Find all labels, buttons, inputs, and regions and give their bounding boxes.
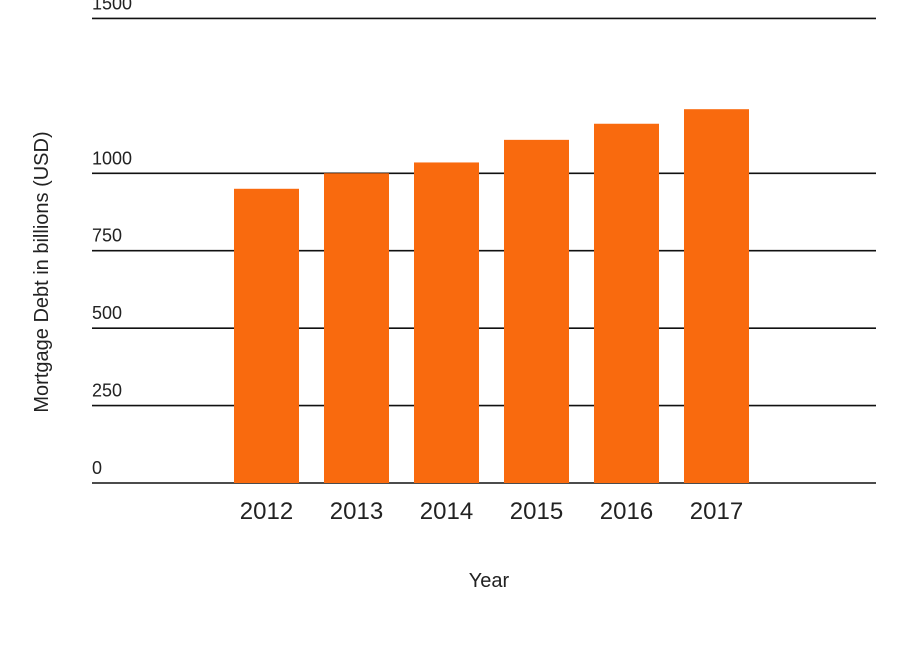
- bar-2013: [324, 173, 389, 484]
- bar-2012: [234, 188, 299, 483]
- y-tick-label: 0: [92, 458, 102, 478]
- bar-2016: [594, 123, 659, 484]
- x-tick-label: 2013: [330, 498, 383, 525]
- x-tick-label: 2016: [600, 498, 653, 525]
- x-tick-label: 2012: [240, 498, 293, 525]
- y-tick-label: 500: [92, 303, 122, 323]
- x-tick-label: 2014: [420, 498, 473, 525]
- bar-2015: [504, 139, 569, 483]
- bars: [234, 109, 749, 484]
- x-tick-labels: 2012 2013 2014 2015 2016 2017: [240, 498, 743, 525]
- bar-2017: [684, 109, 749, 483]
- x-axis-label: Year: [469, 570, 510, 592]
- x-tick-label: 2017: [690, 498, 743, 525]
- gridlines: [92, 17, 876, 484]
- y-tick-label: 250: [92, 381, 122, 401]
- bar-2014: [414, 162, 479, 483]
- y-tick-label: 750: [92, 226, 122, 246]
- y-tick-label: 1000: [92, 148, 132, 168]
- y-axis-label: Mortgage Debt in billions (USD): [31, 131, 53, 412]
- y-tick-labels: 0 250 500 750 1000 1500: [92, 0, 132, 478]
- y-tick-label: 1500: [92, 0, 132, 13]
- x-tick-label: 2015: [510, 498, 563, 525]
